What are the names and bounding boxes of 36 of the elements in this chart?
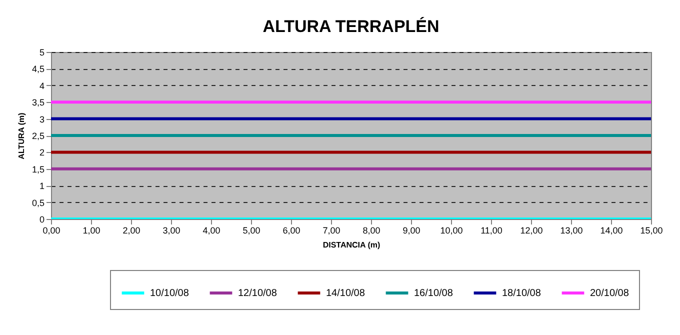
x-tick-label: 14,00: [600, 226, 623, 236]
legend-label: 18/10/08: [502, 288, 542, 299]
legend-label: 10/10/08: [150, 288, 190, 299]
y-tick-label: 2: [39, 148, 44, 158]
x-tick-label: 15,00: [640, 226, 663, 236]
x-tick-label: 1,00: [82, 226, 100, 236]
x-tick-label: 7,00: [322, 226, 340, 236]
x-tick-label: 4,00: [202, 226, 220, 236]
y-tick-label: 3,5: [32, 98, 44, 108]
x-tick-label: 11,00: [480, 226, 502, 236]
legend-label: 20/10/08: [590, 288, 630, 299]
y-tick-label: 0,5: [32, 198, 44, 208]
x-tick-label: 13,00: [560, 226, 583, 236]
x-tick-label: 2,00: [122, 226, 140, 236]
chart-title: ALTURA TERRAPLÉN: [262, 16, 440, 36]
y-tick-label: 0: [39, 214, 44, 224]
x-tick-label: 6,00: [282, 226, 300, 236]
x-axis-title: DISTANCIA (m): [322, 240, 380, 250]
x-tick-label: 9,00: [402, 226, 420, 236]
y-tick-label: 1,5: [32, 164, 44, 174]
y-tick-label: 1: [39, 181, 44, 192]
x-tick-label: 5,00: [242, 226, 260, 236]
y-tick-label: 3: [39, 114, 44, 124]
y-tick-label: 4,5: [32, 64, 44, 74]
x-tick-label: 0,00: [42, 226, 60, 236]
legend-label: 12/10/08: [238, 288, 278, 299]
x-tick-label: 8,00: [362, 226, 380, 236]
y-tick-label: 5: [39, 48, 44, 58]
y-axis-title: ALTURA (m): [16, 112, 26, 160]
legend-label: 14/10/08: [326, 288, 366, 299]
y-tick-label: 4: [39, 80, 44, 91]
x-tick-label: 10,00: [440, 226, 463, 236]
legend-label: 16/10/08: [414, 288, 454, 299]
y-tick-label: 2,5: [32, 131, 44, 141]
x-tick-label: 3,00: [162, 226, 180, 236]
x-tick-label: 12,00: [520, 226, 543, 236]
